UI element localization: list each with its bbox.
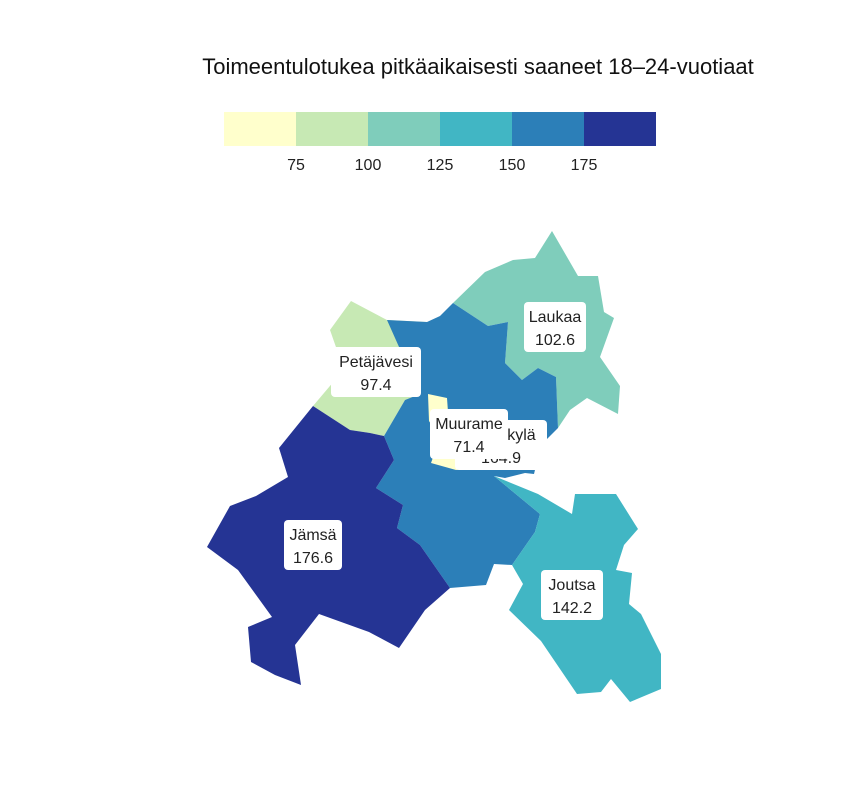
label-jamsa: Jämsä 176.6	[284, 520, 342, 570]
regions	[207, 231, 661, 702]
label-name-jamsa: Jämsä	[289, 527, 336, 544]
legend-tick-3: 150	[499, 157, 526, 174]
legend-tick-2: 125	[427, 157, 454, 174]
legend-swatch-1	[296, 112, 368, 146]
label-value-joutsa: 142.2	[552, 600, 592, 617]
map-title: Toimeentulotukea pitkäaikaisesti saaneet…	[202, 54, 754, 79]
label-name-joutsa: Joutsa	[548, 577, 595, 594]
legend-tick-1: 100	[355, 157, 382, 174]
label-name-laukaa: Laukaa	[529, 309, 582, 326]
region-labels: Laukaa102.6Petäjävesi97.4Jyväskylä164.9M…	[284, 302, 603, 620]
label-box-petajavesi	[331, 347, 421, 397]
label-value-jamsa: 176.6	[293, 550, 333, 567]
legend-swatch-2	[368, 112, 440, 146]
legend: 75 100 125 150 175	[224, 112, 656, 174]
label-name-petajavesi: Petäjävesi	[339, 354, 413, 371]
label-joutsa: Joutsa 142.2	[541, 570, 603, 620]
label-petajavesi: Petäjävesi 97.4	[331, 347, 421, 397]
legend-tick-4: 175	[571, 157, 598, 174]
label-value-muurame: 71.4	[453, 439, 484, 456]
label-muurame: Muurame 71.4	[430, 409, 508, 459]
label-box-laukaa	[524, 302, 586, 352]
label-box-joutsa	[541, 570, 603, 620]
label-value-petajavesi: 97.4	[360, 377, 391, 394]
label-name-muurame: Muurame	[435, 416, 503, 433]
legend-swatch-3	[440, 112, 512, 146]
legend-swatch-0	[224, 112, 296, 146]
label-box-jamsa	[284, 520, 342, 570]
legend-swatch-5	[584, 112, 656, 146]
label-value-laukaa: 102.6	[535, 332, 575, 349]
legend-tick-0: 75	[287, 157, 305, 174]
label-box-muurame	[430, 409, 508, 459]
label-laukaa: Laukaa 102.6	[524, 302, 586, 352]
legend-swatch-4	[512, 112, 584, 146]
